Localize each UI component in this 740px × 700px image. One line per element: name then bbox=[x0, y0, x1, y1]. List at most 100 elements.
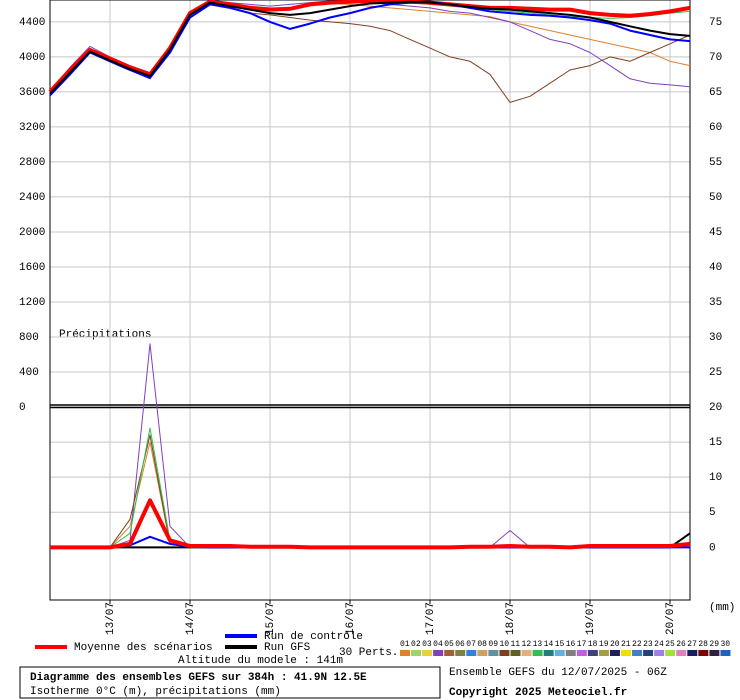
perturbation-swatch bbox=[720, 650, 731, 656]
series-line bbox=[49, 0, 691, 97]
y2-tick-label: 55 bbox=[709, 157, 722, 169]
y2-tick-label: 5 bbox=[709, 507, 716, 519]
perturbation-number: 09 bbox=[488, 640, 498, 649]
perturbation-number: 12 bbox=[522, 640, 532, 649]
perturbation-swatch bbox=[488, 650, 499, 656]
y-tick-label: 1600 bbox=[19, 262, 45, 274]
perturbation-number: 30 bbox=[720, 640, 730, 649]
perturbation-swatch bbox=[543, 650, 554, 656]
perturbation-swatch bbox=[510, 650, 521, 656]
x-tick-label: 17/07 bbox=[425, 602, 437, 635]
perturbation-number: 06 bbox=[455, 640, 465, 649]
perturbation-swatch bbox=[632, 650, 643, 656]
perturbation-number: 17 bbox=[577, 640, 587, 649]
y2-tick-label: 75 bbox=[709, 17, 722, 29]
y2-tick-label: 70 bbox=[709, 52, 722, 64]
y2-tick-label: 45 bbox=[709, 227, 722, 239]
perturbation-number: 07 bbox=[466, 640, 476, 649]
perturbation-line bbox=[50, 427, 691, 548]
perturbation-number: 23 bbox=[643, 640, 653, 649]
y2-tick-label: 25 bbox=[709, 367, 722, 379]
y-tick-label: 2400 bbox=[19, 192, 45, 204]
perturbation-swatch bbox=[665, 650, 676, 656]
model-altitude: Altitude du modele : 141m bbox=[178, 655, 343, 667]
perturbation-swatch bbox=[411, 650, 422, 656]
perturbation-number: 22 bbox=[632, 640, 642, 649]
x-tick-label: 14/07 bbox=[185, 602, 197, 635]
y-tick-label: 0 bbox=[19, 402, 26, 414]
perturbation-swatch bbox=[576, 650, 587, 656]
x-tick-label: 15/07 bbox=[265, 602, 277, 635]
x-tick-label: 13/07 bbox=[105, 602, 117, 635]
y-tick-label: 2800 bbox=[19, 157, 45, 169]
perturbation-number: 03 bbox=[422, 640, 432, 649]
perturbation-swatch bbox=[598, 650, 609, 656]
perturbation-number: 18 bbox=[588, 640, 598, 649]
series-line bbox=[49, 0, 691, 95]
perturbation-swatch bbox=[444, 650, 455, 656]
x-tick-label: 18/07 bbox=[505, 602, 517, 635]
legend-label: Moyenne des scénarios bbox=[74, 642, 213, 654]
perturbation-number: 11 bbox=[511, 640, 521, 649]
y-tick-label: 3600 bbox=[19, 87, 45, 99]
chart-title: Diagramme des ensembles GEFS sur 384h : … bbox=[30, 672, 367, 684]
perturbation-swatch bbox=[676, 650, 687, 656]
perturbation-swatch bbox=[643, 650, 654, 656]
perturbation-number: 02 bbox=[411, 640, 421, 649]
annotation: Précipitations bbox=[59, 329, 151, 341]
perturbation-swatch bbox=[698, 650, 709, 656]
perturbations-label: 30 Perts. bbox=[339, 647, 398, 659]
y-tick-label: 3200 bbox=[19, 122, 45, 134]
y2-tick-label: 10 bbox=[709, 472, 722, 484]
perturbation-line bbox=[50, 441, 690, 548]
legend-label: Run GFS bbox=[264, 642, 311, 654]
chart-subtitle: Isotherme 0°C (m), précipitations (mm) bbox=[30, 686, 281, 698]
y2-tick-label: 40 bbox=[709, 262, 722, 274]
perturbation-number: 05 bbox=[444, 640, 454, 649]
perturbation-line bbox=[50, 434, 690, 548]
perturbation-swatch bbox=[455, 650, 466, 656]
perturbation-number: 01 bbox=[400, 640, 410, 649]
y2-tick-label: 65 bbox=[709, 87, 722, 99]
y-tick-label: 800 bbox=[19, 332, 39, 344]
perturbation-swatch bbox=[554, 650, 565, 656]
perturbation-number: 10 bbox=[499, 640, 509, 649]
run-info: Ensemble GEFS du 12/07/2025 - 06Z bbox=[449, 667, 667, 679]
perturbation-number: 04 bbox=[433, 640, 443, 649]
plot-frame bbox=[49, 0, 691, 601]
y-tick-label: 2000 bbox=[19, 227, 45, 239]
perturbation-number: 25 bbox=[665, 640, 675, 649]
perturbation-swatch bbox=[621, 650, 631, 656]
copyright: Copyright 2025 Meteociel.fr bbox=[449, 687, 627, 699]
unit-label: (mm) bbox=[709, 602, 735, 614]
perturbation-swatch bbox=[521, 650, 532, 656]
perturbation-swatch bbox=[687, 650, 698, 656]
perturbation-number: 24 bbox=[654, 640, 664, 649]
perturbation-number: 29 bbox=[709, 640, 719, 649]
perturbation-swatch bbox=[532, 650, 543, 656]
y-tick-label: 4000 bbox=[19, 52, 45, 64]
perturbation-number: 14 bbox=[544, 640, 554, 649]
perturbation-swatch bbox=[400, 650, 410, 656]
perturbation-number: 08 bbox=[477, 640, 487, 649]
perturbation-swatch bbox=[609, 650, 620, 656]
perturbation-number: 19 bbox=[599, 640, 609, 649]
x-tick-label: 19/07 bbox=[585, 602, 597, 635]
y2-tick-label: 60 bbox=[709, 122, 722, 134]
y2-tick-label: 50 bbox=[709, 192, 722, 204]
y-tick-label: 1200 bbox=[19, 297, 45, 309]
series-line bbox=[50, 498, 691, 550]
perturbation-number: 28 bbox=[698, 640, 708, 649]
perturbation-line bbox=[50, 343, 690, 548]
perturbation-number: 26 bbox=[676, 640, 686, 649]
y-tick-label: 400 bbox=[19, 367, 39, 379]
perturbation-number: 21 bbox=[621, 640, 631, 649]
perturbation-number: 20 bbox=[610, 640, 620, 649]
y2-tick-label: 0 bbox=[709, 542, 716, 554]
title-box bbox=[19, 666, 441, 699]
perturbation-number: 15 bbox=[555, 640, 565, 649]
y2-tick-label: 20 bbox=[709, 402, 722, 414]
y2-tick-label: 15 bbox=[709, 437, 722, 449]
perturbation-swatch bbox=[422, 650, 433, 656]
perturbation-number: 13 bbox=[533, 640, 543, 649]
